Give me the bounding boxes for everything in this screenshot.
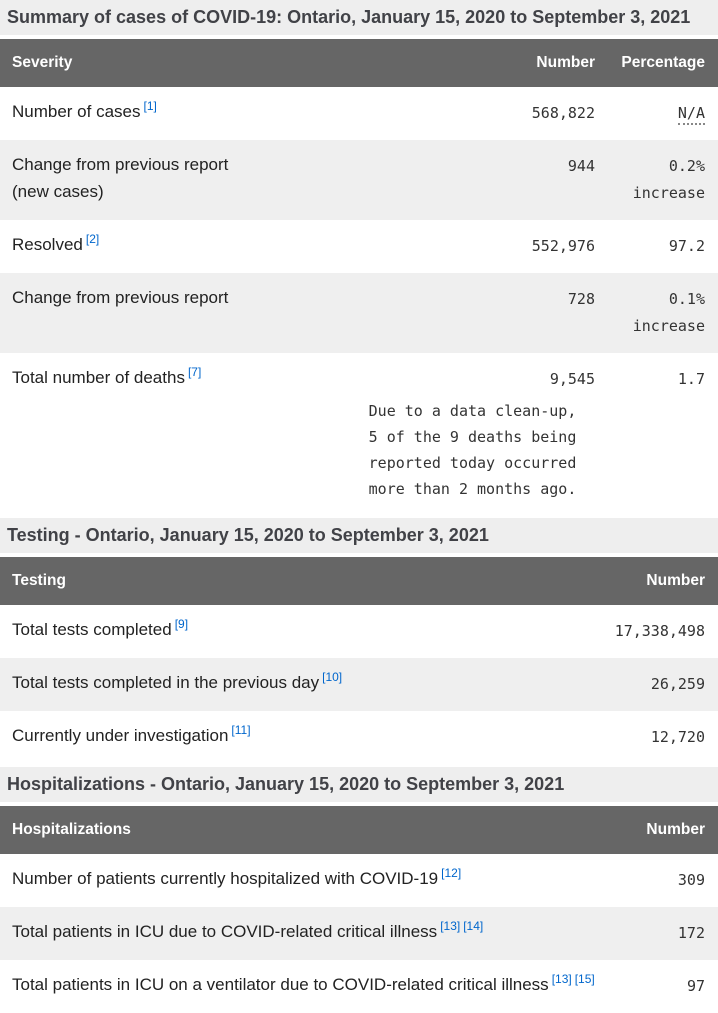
hospitalizations-section-heading: Hospitalizations - Ontario, January 15, … bbox=[0, 767, 718, 802]
table-row-under-investigation: Currently under investigation [11] 12,720 bbox=[0, 711, 718, 764]
row-number: 309 bbox=[677, 871, 705, 889]
row-number: 568,822 bbox=[531, 104, 595, 122]
footnote-link-15[interactable]: [15] bbox=[574, 972, 595, 987]
row-percentage: N/A bbox=[595, 87, 718, 140]
row-label: Total tests completed in the previous da… bbox=[12, 670, 343, 692]
footnote-link-1[interactable]: [1] bbox=[143, 99, 157, 114]
summary-header-row: Severity Number Percentage bbox=[0, 39, 718, 87]
row-label: Total tests completed [9] bbox=[12, 617, 189, 639]
row-percentage: 0.1% increase bbox=[632, 290, 705, 335]
row-percentage: 97.2 bbox=[668, 237, 705, 255]
table-row-icu: Total patients in ICU due to COVID-relat… bbox=[0, 907, 718, 960]
testing-header-row: Testing Number bbox=[0, 557, 718, 605]
footnote-link-14[interactable]: [14] bbox=[463, 919, 484, 934]
hospitalizations-col-label: Hospitalizations bbox=[0, 806, 608, 854]
table-row-icu-ventilator: Total patients in ICU on a ventilator du… bbox=[0, 960, 718, 1013]
summary-table-caption: Summary of cases of COVID-19: Ontario, J… bbox=[0, 0, 718, 35]
deaths-note: Due to a data clean-up, 5 of the 9 death… bbox=[368, 402, 577, 498]
footnote-link-9[interactable]: [9] bbox=[174, 617, 189, 632]
table-row-total-tests: Total tests completed [9] 17,338,498 bbox=[0, 605, 718, 658]
summary-table: Severity Number Percentage Number of cas… bbox=[0, 39, 718, 515]
table-row-change-new-cases: Change from previous report (new cases) … bbox=[0, 140, 718, 220]
row-label: Resolved [2] bbox=[12, 232, 100, 254]
row-number: 12,720 bbox=[650, 728, 705, 746]
row-number: 944 bbox=[567, 157, 595, 175]
row-number: 728 bbox=[567, 290, 595, 308]
table-row-resolved: Resolved [2] 552,976 97.2 bbox=[0, 220, 718, 273]
summary-col-severity: Severity bbox=[0, 39, 350, 87]
row-number: 17,338,498 bbox=[614, 622, 705, 640]
table-row-hospitalized: Number of patients currently hospitalize… bbox=[0, 854, 718, 907]
testing-col-number: Number bbox=[608, 557, 718, 605]
row-percentage: 0.2% increase bbox=[632, 157, 705, 202]
hospitalizations-header-row: Hospitalizations Number bbox=[0, 806, 718, 854]
row-number: 552,976 bbox=[531, 237, 595, 255]
footnote-link-7[interactable]: [7] bbox=[187, 365, 202, 380]
hospitalizations-col-number: Number bbox=[608, 806, 718, 854]
footnote-link-12[interactable]: [12] bbox=[441, 866, 462, 881]
table-row-total-deaths: Total number of deaths [7] 9,545 Due to a… bbox=[0, 353, 718, 515]
footnote-link-2[interactable]: [2] bbox=[85, 232, 100, 247]
testing-section-heading: Testing - Ontario, January 15, 2020 to S… bbox=[0, 518, 718, 553]
testing-table: Testing Number Total tests completed [9] … bbox=[0, 557, 718, 764]
hospitalizations-table: Hospitalizations Number Number of patien… bbox=[0, 806, 718, 1013]
row-label: Total number of deaths [7] bbox=[12, 365, 202, 387]
row-number: 172 bbox=[677, 924, 705, 942]
footnote-link-10[interactable]: [10] bbox=[322, 670, 343, 685]
row-label: Total patients in ICU due to COVID-relat… bbox=[12, 919, 484, 941]
summary-col-number: Number bbox=[350, 39, 595, 87]
summary-col-percentage: Percentage bbox=[595, 39, 718, 87]
testing-col-testing: Testing bbox=[0, 557, 608, 605]
row-percentage: 1.7 bbox=[677, 370, 705, 388]
footnote-link-13b[interactable]: [13] bbox=[551, 972, 572, 987]
row-label: Change from previous report (new cases) bbox=[12, 155, 229, 201]
na-abbr: N/A bbox=[677, 104, 705, 125]
row-label: Total patients in ICU on a ventilator du… bbox=[12, 972, 595, 994]
row-number: 9,545 Due to a data clean-up, 5 of the 9… bbox=[350, 353, 595, 515]
row-number: 97 bbox=[686, 977, 705, 995]
row-number: 26,259 bbox=[650, 675, 705, 693]
footnote-link-11[interactable]: [11] bbox=[231, 723, 251, 738]
table-row-tests-previous-day: Total tests completed in the previous da… bbox=[0, 658, 718, 711]
table-row-number-of-cases: Number of cases [1] 568,822 N/A bbox=[0, 87, 718, 140]
row-label: Number of cases [1] bbox=[12, 99, 157, 121]
row-label: Change from previous report bbox=[12, 288, 229, 307]
row-label: Number of patients currently hospitalize… bbox=[12, 866, 462, 888]
table-row-change-resolved: Change from previous report 728 0.1% inc… bbox=[0, 273, 718, 353]
row-label: Currently under investigation [11] bbox=[12, 723, 251, 745]
footnote-link-13[interactable]: [13] bbox=[440, 919, 461, 934]
